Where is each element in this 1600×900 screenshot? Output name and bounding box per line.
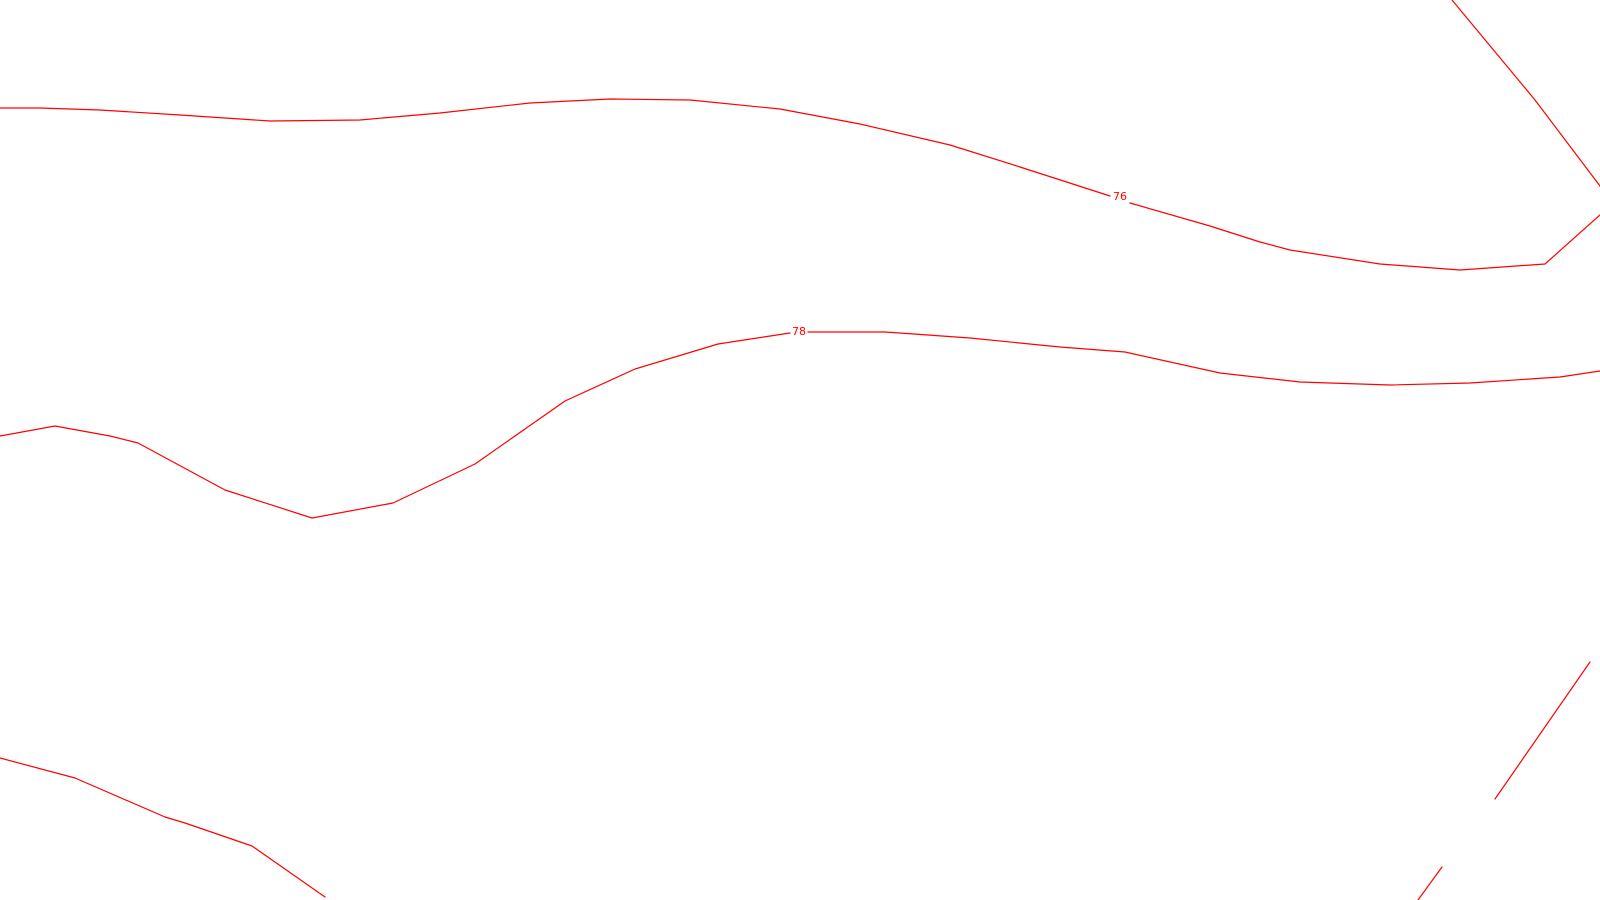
contour-right-lower-line [1494, 661, 1591, 800]
contour-right-upper-line [1451, 0, 1600, 187]
contour-lower-left [0, 757, 326, 898]
contour-78: 78 [0, 325, 1600, 519]
contour-76: 76 [0, 98, 1600, 271]
contour-right-bottom-line [1417, 866, 1443, 900]
contour-lower-left-line [0, 757, 326, 898]
contour-76-line [0, 98, 1111, 197]
contour-76-line-continued [1129, 202, 1600, 271]
contour-78-label: 78 [792, 325, 806, 338]
contour-78-line [0, 332, 791, 519]
contour-78-line-continued [807, 331, 1600, 386]
contour-76-label: 76 [1113, 190, 1127, 203]
contour-right-edge [1417, 0, 1600, 900]
